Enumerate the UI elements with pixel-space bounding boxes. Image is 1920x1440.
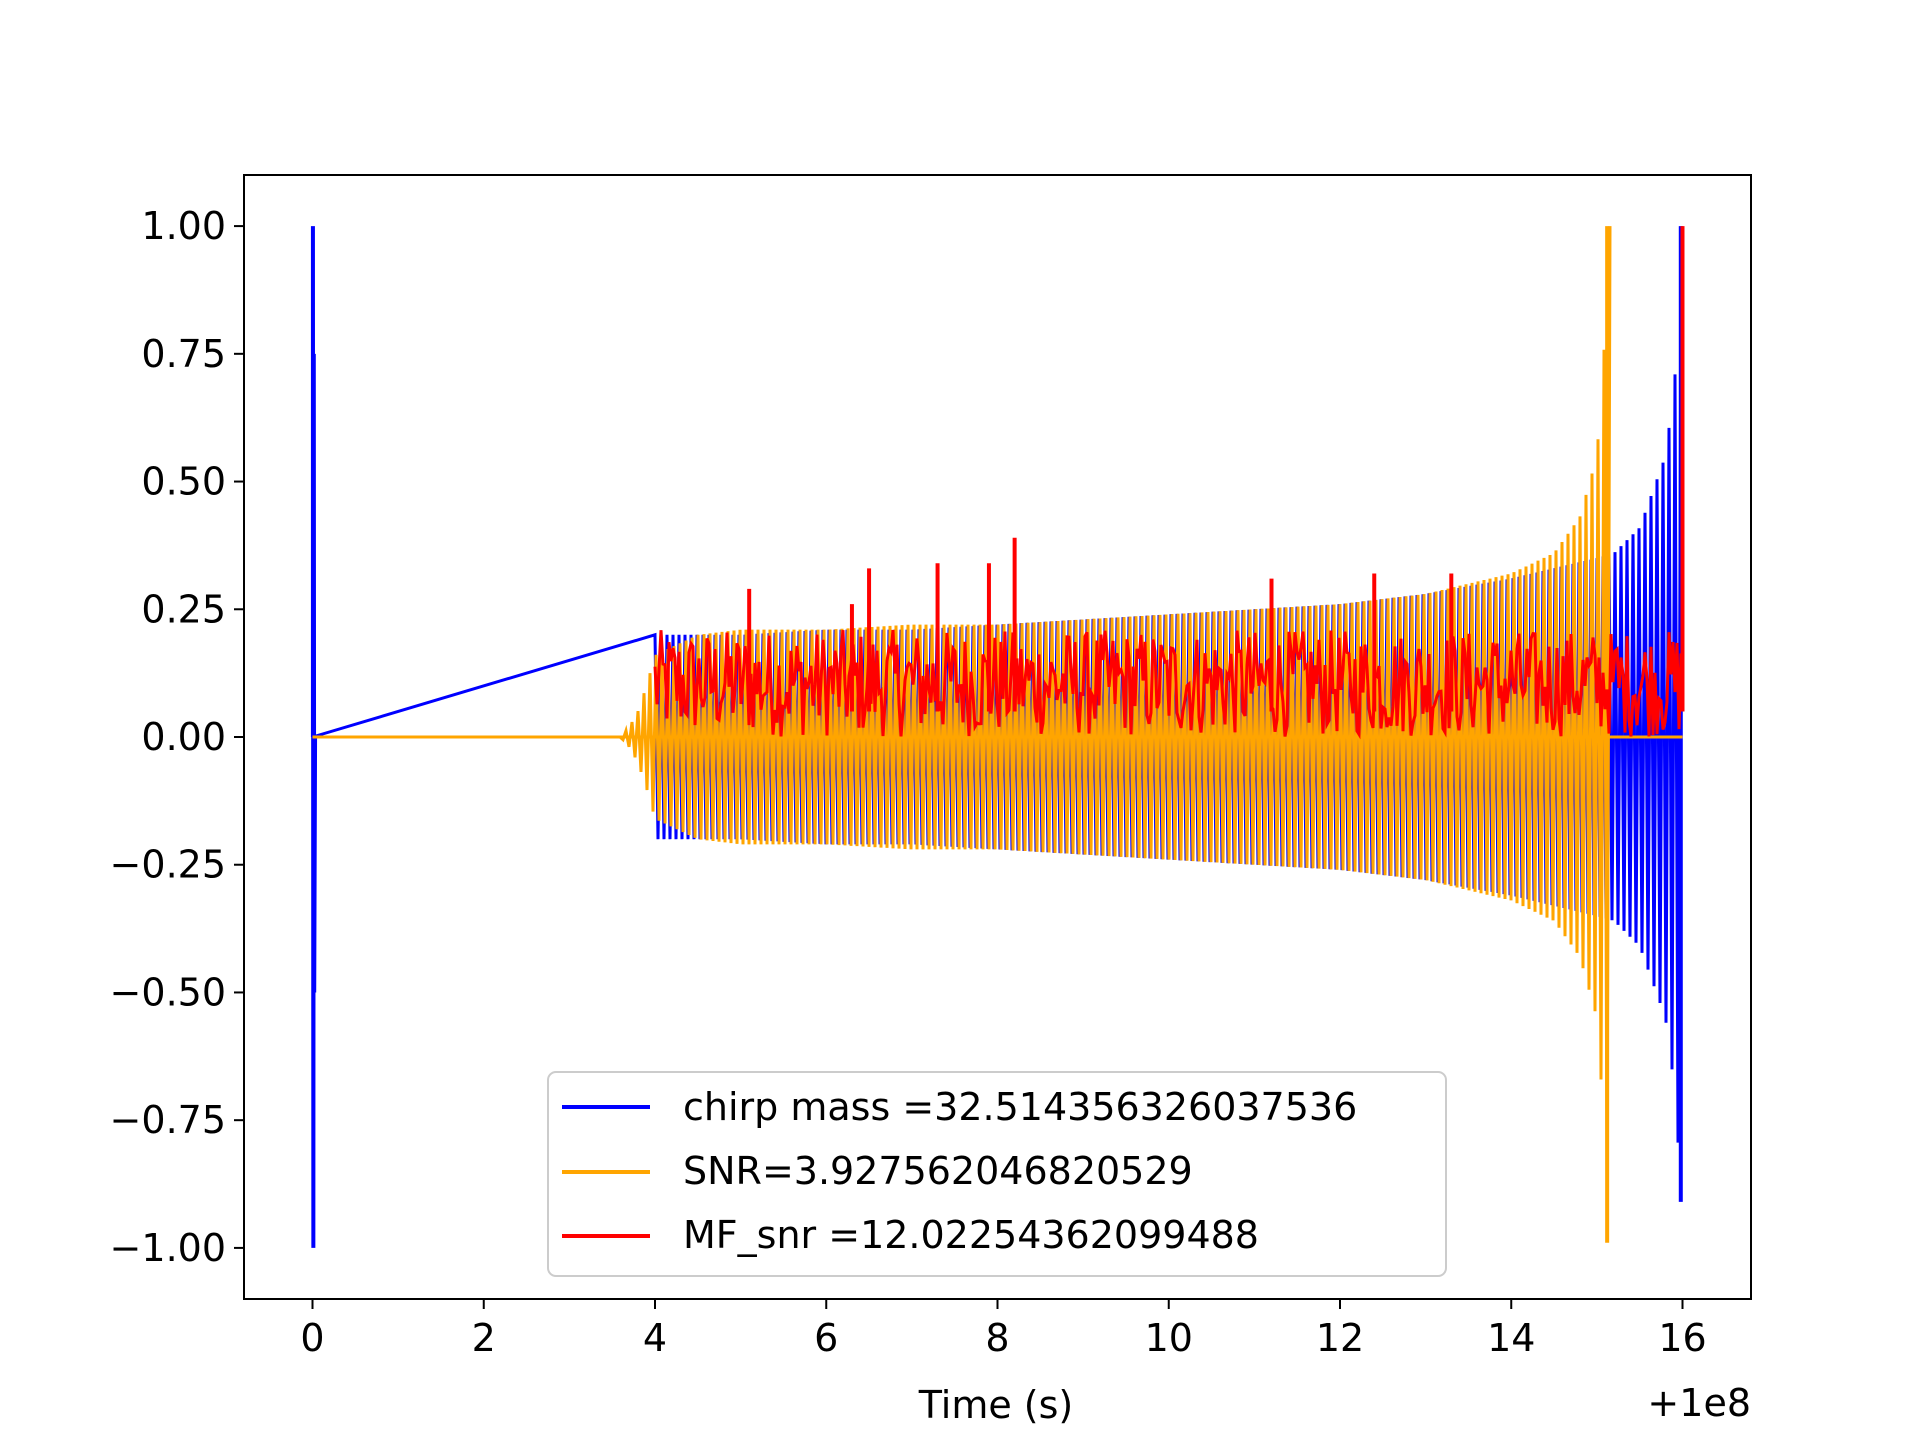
x-tick-label: 16 (1658, 1316, 1706, 1360)
x-axis-label: Time (s) (918, 1383, 1074, 1427)
x-tick-label: 0 (300, 1316, 324, 1360)
mf-snr-line (653, 629, 1685, 740)
x-tick-label: 12 (1316, 1316, 1364, 1360)
y-tick-label: 0.50 (141, 460, 226, 504)
x-tick-label: 6 (814, 1316, 838, 1360)
x-tick-label: 14 (1487, 1316, 1535, 1360)
x-axis-offset-label: +1e8 (1647, 1381, 1751, 1425)
chirp-mass-initial-spike (310, 226, 318, 1248)
y-tick-label: 0.75 (141, 332, 226, 376)
x-tick-label: 4 (643, 1316, 667, 1360)
series-layer (310, 226, 1685, 1248)
legend-label-chirp-mass: chirp mass =32.514356326037536 (683, 1085, 1357, 1129)
legend: chirp mass =32.514356326037536 SNR=3.927… (547, 1071, 1447, 1277)
y-axis-ticks: 1.00 0.75 0.50 0.25 0.00 −0.25 −0.50 −0.75 −1.00 (110, 204, 244, 1270)
y-tick-label: −0.50 (110, 970, 226, 1014)
y-tick-label: −0.25 (110, 843, 226, 887)
y-tick-label: 1.00 (141, 204, 226, 248)
x-tick-label: 2 (472, 1316, 496, 1360)
legend-label-mf-snr: MF_snr =12.02254362099488 (683, 1213, 1259, 1257)
y-tick-label: −0.75 (110, 1098, 226, 1142)
y-tick-label: −1.00 (110, 1226, 226, 1270)
x-tick-label: 10 (1145, 1316, 1193, 1360)
x-axis-ticks: 0 2 4 6 8 10 12 14 16 (300, 1299, 1707, 1360)
legend-label-snr: SNR=3.927562046820529 (683, 1149, 1193, 1193)
y-tick-label: 0.25 (141, 587, 226, 631)
legend-box (547, 1071, 1447, 1277)
snr-line (312, 226, 1612, 1184)
x-tick-label: 8 (985, 1316, 1009, 1360)
y-tick-label: 0.00 (141, 715, 226, 759)
